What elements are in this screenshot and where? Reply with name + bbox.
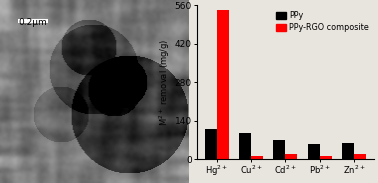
Bar [239,133,251,159]
Bar [273,140,285,159]
Bar [342,143,354,159]
Bar [285,154,297,159]
Text: 0.2μm: 0.2μm [18,18,46,27]
Y-axis label: M$^{2+}$ removal (mg/g): M$^{2+}$ removal (mg/g) [157,39,172,126]
Legend: PPy, PPy-RGO composite: PPy, PPy-RGO composite [274,10,370,33]
Bar [354,154,366,159]
Bar [320,156,332,159]
X-axis label: M$^{2+}$ ions: M$^{2+}$ ions [262,181,308,183]
Bar [217,10,229,159]
Bar [251,156,263,159]
Bar [18,19,48,23]
Bar [204,129,217,159]
Bar [308,144,320,159]
